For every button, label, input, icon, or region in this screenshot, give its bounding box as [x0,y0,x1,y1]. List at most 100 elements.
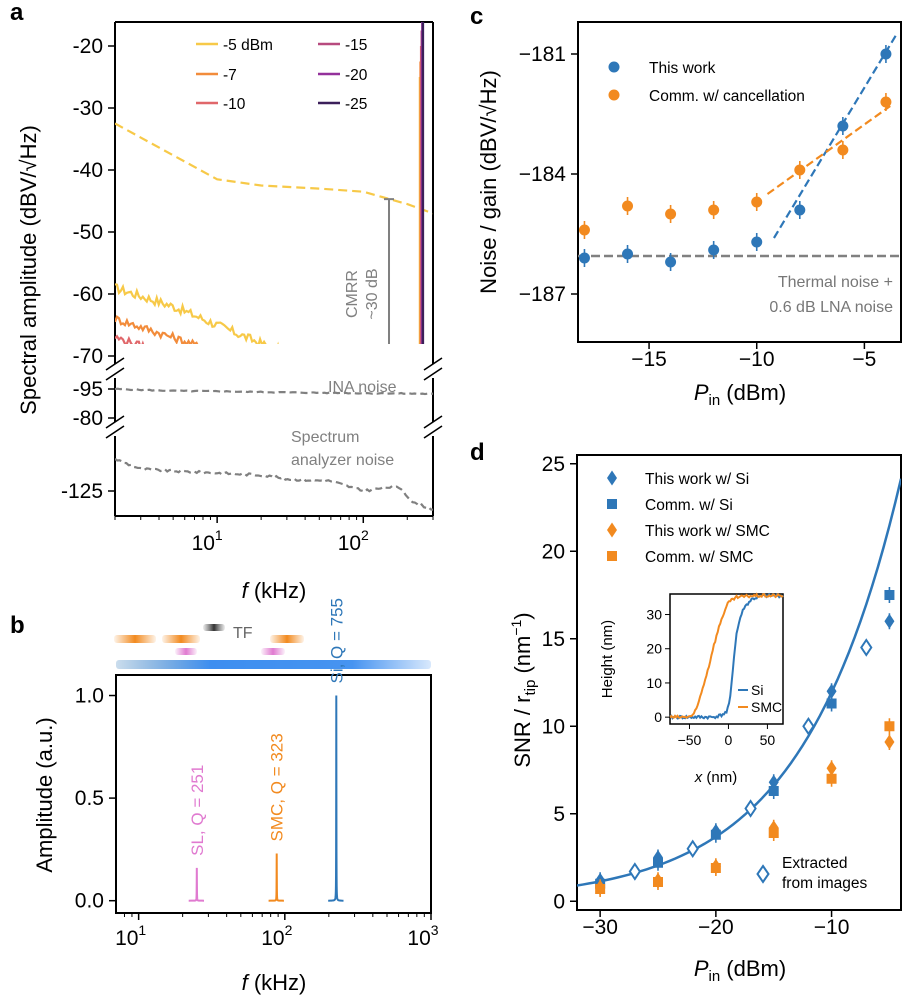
legend-marker-1 [607,499,617,509]
data-point-1 [710,829,721,840]
legend-label-4: Extracted from images [782,855,868,892]
inset-frame [669,593,784,725]
panel-b-frame [115,674,432,914]
legend-marker-3 [607,551,617,561]
cmrr-label: CMRR ~30 dB [344,268,381,319]
smc-bandwidth-bar-0 [114,635,156,643]
x-axis-unit: (kHz) [248,578,307,603]
data-point-4 [860,638,873,657]
thermal-noise-label-line2: 0.6 dB LNA noise [769,299,893,316]
x-axis-var: P [694,956,709,981]
inset-x-tick-label: 0 [725,732,733,748]
legend-label-0: This work w/ Si [645,471,749,488]
ina-noise-label: INA noise [328,379,397,396]
legend-marker-2 [607,522,617,538]
y-tick-label: -95 [73,378,103,401]
data-point-2 [884,734,895,750]
legend-label-3: Comm. w/ SMC [645,549,754,566]
y-axis-end: ) [510,612,535,619]
cmrr-bracket [384,198,395,344]
inset-y-tick-label: 20 [646,641,662,657]
data-point-1 [578,224,590,236]
y-tick-label: 10 [542,715,565,738]
data-point-0 [794,204,806,216]
y-tick-label: 0.0 [75,890,104,913]
panel-d-legend: This work w/ Si Comm. w/ Si This work w/ S… [607,470,868,892]
legend-label-4-line2: from images [782,875,868,892]
inset-x-var: x [694,769,703,786]
x-tick-base: 10 [115,927,138,950]
data-point-1 [837,144,849,156]
resonance-peak-0 [188,867,205,902]
legend-marker-0 [607,470,617,486]
inset-x-tick-label: 50 [760,732,776,748]
thermal-noise-label: Thermal noise + 0.6 dB LNA noise [769,274,893,316]
inset-y-tick-label: 10 [646,675,662,691]
x-tick-exp: 3 [431,922,439,938]
spectrum-line-1 [115,315,199,344]
data-point-0 [622,248,634,260]
y-tick-label: -70 [73,345,103,368]
x-tick-base: 10 [338,532,361,555]
x-tick-label: −15 [631,348,667,371]
inset-x-label: x (nm) [694,769,738,786]
y-axis-sub: tip [522,680,539,696]
tf-label: TF [233,625,253,642]
data-point-3 [884,721,895,732]
data-point-1 [768,786,779,796]
data-point-0 [708,244,720,256]
data-point-1 [751,196,763,208]
data-point-4 [628,862,642,881]
data-point-4 [744,799,757,818]
data-point-3 [826,773,837,784]
x-tick-label: 101 [115,922,146,950]
inset-line-1 [669,592,784,719]
axis-break-right [423,415,443,439]
data-point-3 [653,877,663,887]
y-tick-label: 0.5 [75,787,104,810]
data-point-0 [884,613,895,629]
inset-y-tick-label: 0 [654,709,662,725]
legend-marker-1 [608,89,620,101]
data-point-1 [622,200,634,212]
axis-break-left [105,415,125,439]
x-tick-exp: 1 [215,527,223,543]
data-point-0 [665,256,677,268]
x-tick-base: 10 [192,532,215,555]
inset-legend-label-0: Si [751,682,763,698]
data-point-1 [880,96,892,108]
x-tick-label: 103 [407,922,438,950]
panel-a-tag: a [10,0,24,26]
data-point-2 [826,760,837,776]
y-tick-label: 25 [542,453,565,476]
data-point-3 [595,884,606,894]
analyzer-noise-dashed-line [115,457,433,511]
panel-a-mid-plot [115,387,433,396]
x-tick-label: −30 [582,916,618,939]
legend-label-1: Comm. w/ Si [645,497,733,514]
data-point-1 [708,204,720,216]
data-point-3 [768,828,779,838]
input-signal-dashed-line [115,122,433,215]
data-point-0 [837,120,849,132]
x-axis-var: f [242,970,251,995]
si-bandwidth-bar [116,660,431,669]
data-point-1 [884,590,895,600]
y-axis-label: Spectral amplitude (dBV/√Hz) [16,125,41,415]
inset-x-unit: (nm) [702,769,737,786]
legend-marker-4 [756,864,770,884]
y-tick-label: -30 [73,97,103,120]
panel-c: c −181 −184 −187 −15 −10 −5 Pin (dBm) Noise / ga… [470,3,902,409]
thermal-noise-label-line1: Thermal noise + [778,274,893,291]
resonance-label-2: Si, Q = 755 [327,598,346,684]
data-point-1 [794,164,806,176]
inset-y-label: Height (nm) [599,620,616,698]
y-tick-label: −184 [519,163,567,186]
x-axis-unit: (kHz) [248,970,307,995]
y-axis-unit: (nm [510,636,535,680]
panel-a-bottom-plot [115,457,433,511]
analyzer-noise-label-line2: analyzer noise [291,452,394,469]
x-axis-label: f (kHz) [242,970,307,995]
